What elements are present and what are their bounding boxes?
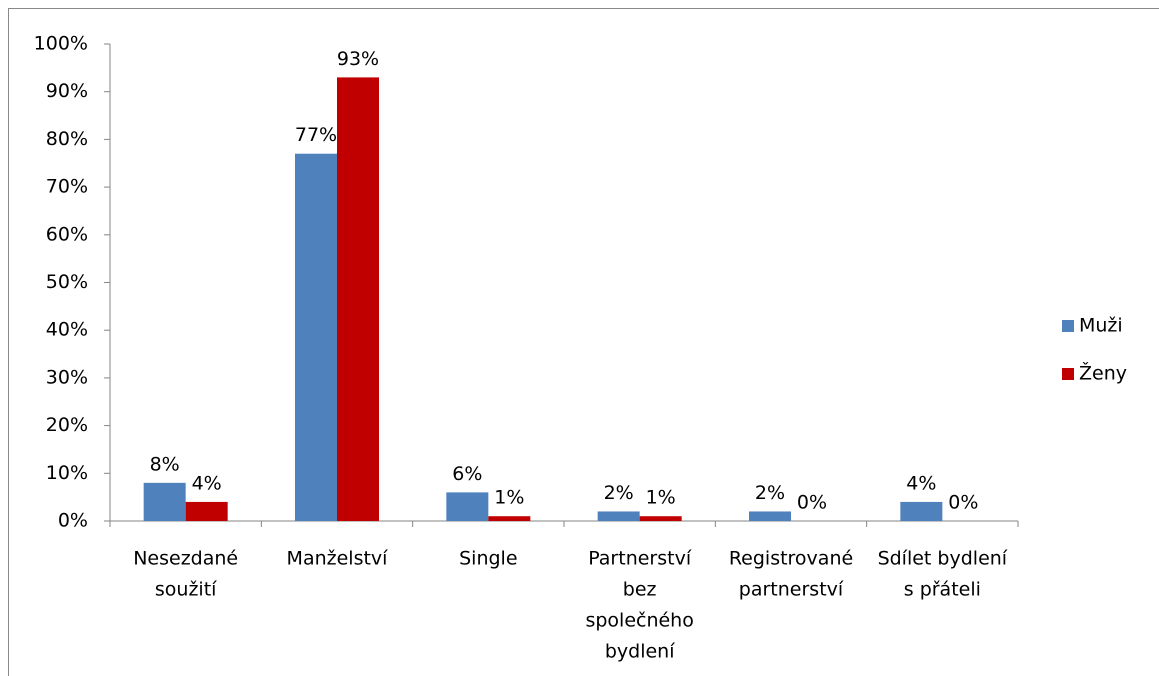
y-tick-label: 30%: [46, 366, 88, 388]
bar: [337, 77, 379, 521]
legend-label: Muži: [1079, 315, 1123, 337]
value-label: 4%: [192, 472, 222, 494]
legend-swatch: [1062, 368, 1074, 380]
bar: [639, 516, 682, 521]
x-tick-label: soužití: [155, 579, 217, 601]
value-label: 1%: [494, 487, 524, 509]
y-tick-label: 0%: [58, 510, 88, 532]
x-tick-label: bez: [623, 579, 657, 601]
y-tick-label: 40%: [46, 319, 88, 341]
x-tick-label: Single: [459, 548, 517, 570]
y-tick-label: 80%: [46, 128, 88, 150]
value-label: 2%: [755, 482, 785, 504]
bar: [185, 501, 228, 521]
x-tick-label: Sdílet bydlení: [878, 548, 1008, 570]
value-label: 93%: [337, 48, 379, 70]
bar: [488, 516, 531, 521]
x-tick-label: Manželství: [287, 548, 389, 570]
y-tick-label: 60%: [46, 223, 88, 245]
y-tick-label: 10%: [46, 462, 88, 484]
x-tick-label: partnerství: [739, 579, 844, 601]
chart-frame: [8, 8, 1159, 676]
y-tick-label: 70%: [46, 176, 88, 198]
value-label: 1%: [646, 487, 676, 509]
value-label: 2%: [604, 482, 634, 504]
x-tick-label: společného: [585, 610, 693, 632]
y-tick-label: 20%: [46, 414, 88, 436]
value-label: 4%: [906, 472, 936, 494]
value-label: 8%: [150, 453, 180, 475]
bar: [143, 482, 186, 521]
y-tick-label: 90%: [46, 80, 88, 102]
y-tick-label: 100%: [34, 33, 88, 55]
x-tick-label: Nesezdané: [133, 548, 238, 570]
bar: [900, 501, 943, 521]
legend-label: Ženy: [1079, 362, 1127, 385]
value-label: 0%: [948, 492, 978, 514]
bar: [446, 492, 489, 521]
bar: [295, 153, 337, 521]
x-tick-label: bydlení: [605, 641, 675, 663]
x-tick-label: s přáteli: [904, 579, 981, 601]
value-label: 77%: [295, 124, 337, 146]
bar: [597, 511, 640, 521]
value-label: 6%: [452, 463, 482, 485]
value-label: 0%: [797, 492, 827, 514]
legend-swatch: [1062, 320, 1074, 332]
x-tick-label: Partnerství: [588, 548, 692, 570]
bar: [749, 511, 791, 521]
x-tick-label: Registrované: [729, 548, 853, 570]
y-tick-label: 50%: [46, 271, 88, 293]
